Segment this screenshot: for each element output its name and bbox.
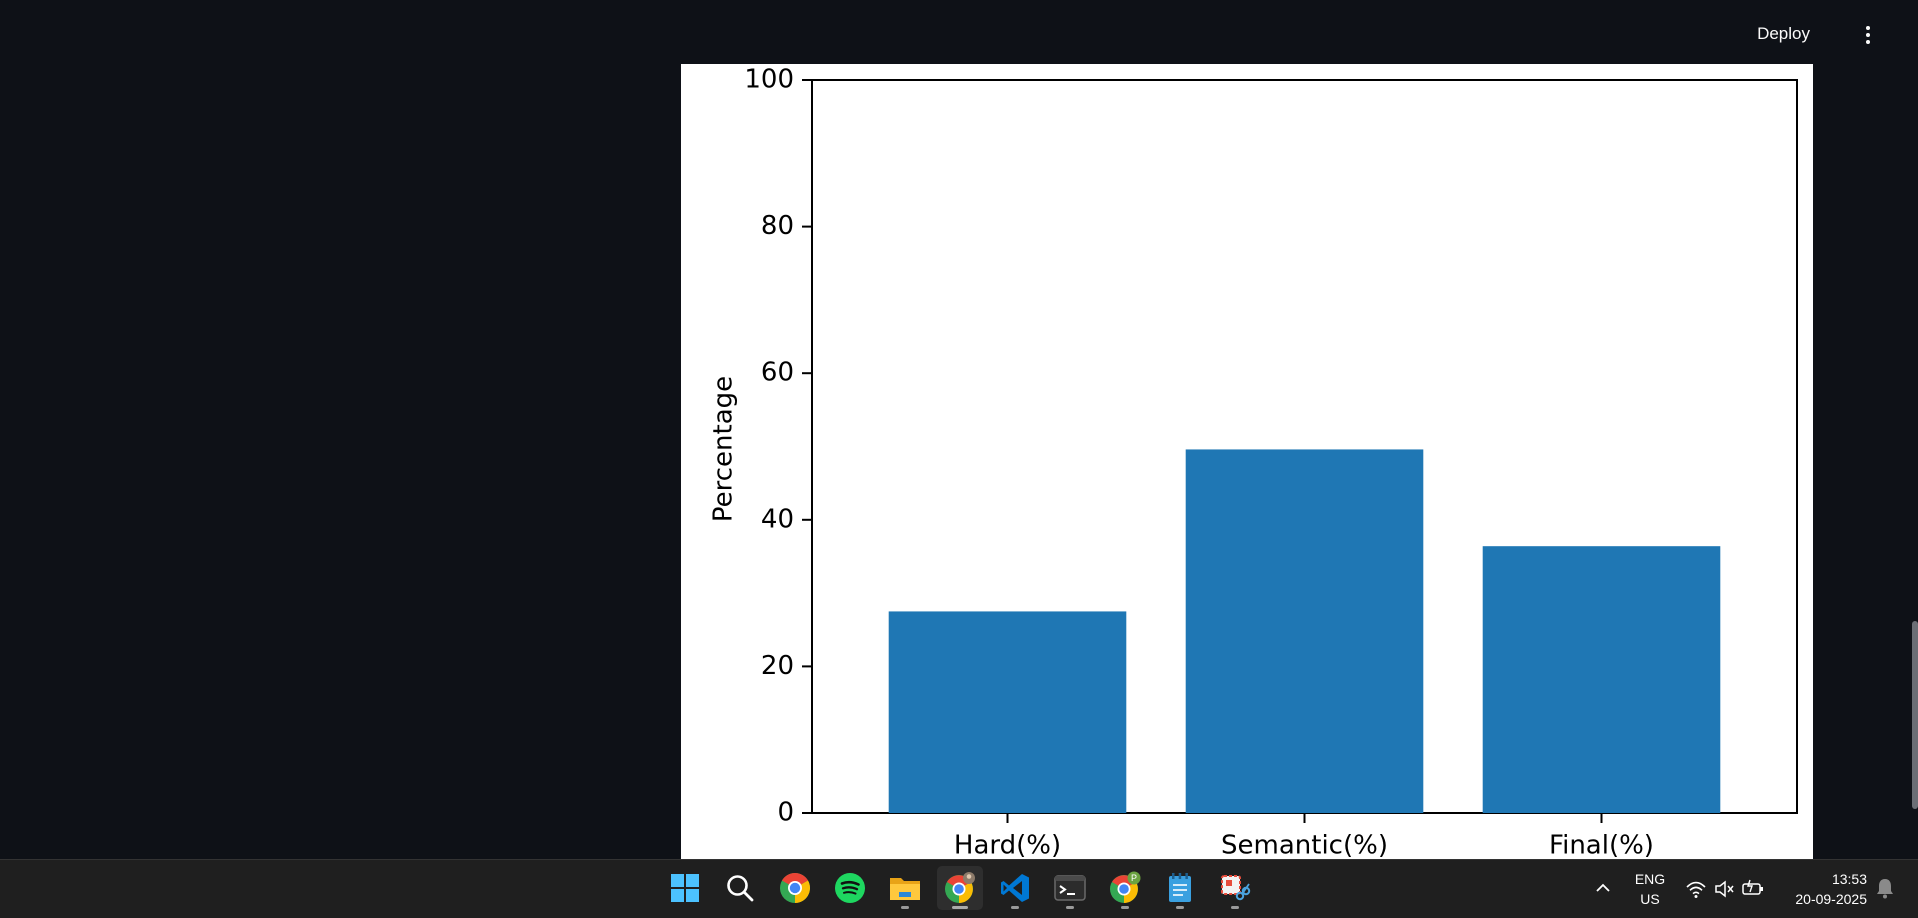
y-tick-label: 60 xyxy=(761,358,794,388)
more-vertical-icon[interactable] xyxy=(1858,22,1878,48)
bars xyxy=(888,449,1721,813)
language-indicator[interactable]: ENG US xyxy=(1626,870,1674,908)
taskbar-app-chrome-profile-p[interactable]: P xyxy=(1102,866,1148,910)
quick-settings-button[interactable] xyxy=(1685,875,1771,903)
clock-time: 13:53 xyxy=(1831,871,1867,887)
show-hidden-icons-button[interactable] xyxy=(1592,876,1614,900)
windows-logo-icon xyxy=(671,874,699,902)
notepad-icon xyxy=(1169,873,1191,902)
taskbar-app-file-explorer[interactable] xyxy=(882,866,928,910)
y-tick-label: 20 xyxy=(761,651,794,681)
notifications-button[interactable] xyxy=(1874,876,1898,902)
wifi-icon xyxy=(1686,881,1706,898)
chevron-up-icon xyxy=(1596,883,1610,892)
battery-charging-icon xyxy=(1742,879,1763,895)
taskbar-app-chrome[interactable] xyxy=(772,866,818,910)
taskbar-app-spotify[interactable] xyxy=(827,866,873,910)
bar xyxy=(1482,546,1721,813)
chart-panel: 0 20 40 60 80 100 Hard(%) Semantic(%) Final(%) … xyxy=(681,64,1813,859)
start-button[interactable] xyxy=(662,866,708,910)
vscode-icon xyxy=(1001,874,1029,902)
running-indicator xyxy=(952,906,968,909)
y-tick-label: 40 xyxy=(761,504,794,534)
x-tick-label: Hard(%) xyxy=(954,831,1061,860)
clock[interactable]: 13:53 20-09-2025 xyxy=(1781,869,1873,909)
chrome-icon xyxy=(945,872,975,903)
taskbar-app-notepad[interactable] xyxy=(1157,866,1203,910)
y-tick-label: 100 xyxy=(744,65,794,95)
y-tick-label: 0 xyxy=(777,798,794,828)
chrome-icon xyxy=(780,872,811,903)
running-indicator xyxy=(1066,906,1074,909)
running-indicator xyxy=(1121,906,1129,909)
terminal-icon xyxy=(1054,875,1086,901)
running-indicator xyxy=(1231,906,1239,909)
menu-dot xyxy=(1866,26,1870,30)
running-indicator xyxy=(1011,906,1019,909)
taskbar-app-terminal[interactable] xyxy=(1047,866,1093,910)
taskbar-app-snipping-tool[interactable] xyxy=(1212,866,1258,910)
x-tick-label: Semantic(%) xyxy=(1221,831,1388,860)
profile-badge-letter: P xyxy=(1131,873,1137,883)
y-axis: 0 20 40 60 80 100 xyxy=(744,65,812,828)
folder-icon xyxy=(890,878,920,900)
taskbar-app-vscode[interactable] xyxy=(992,866,1038,910)
bar xyxy=(1185,449,1424,813)
menu-dot xyxy=(1866,33,1870,37)
search-button[interactable] xyxy=(717,866,763,910)
taskbar: P ENG US xyxy=(0,859,1918,918)
menu-dot xyxy=(1866,40,1870,44)
running-indicator xyxy=(901,906,909,909)
y-tick-label: 80 xyxy=(761,211,794,241)
taskbar-app-chrome-profile[interactable] xyxy=(937,866,983,910)
y-axis-label: Percentage xyxy=(709,376,739,522)
bell-icon xyxy=(1877,879,1893,899)
bar xyxy=(888,611,1127,813)
x-tick-label: Final(%) xyxy=(1549,831,1654,860)
x-axis: Hard(%) Semantic(%) Final(%) xyxy=(954,813,1654,859)
running-indicator xyxy=(1176,906,1184,909)
clock-date: 20-09-2025 xyxy=(1795,891,1867,907)
language-code: ENG xyxy=(1634,871,1666,887)
volume-muted-icon xyxy=(1715,880,1734,898)
scrollbar-thumb[interactable] xyxy=(1912,621,1918,809)
search-icon xyxy=(727,875,754,902)
snipping-tool-icon xyxy=(1221,875,1251,901)
spotify-icon xyxy=(835,873,865,903)
deploy-button[interactable]: Deploy xyxy=(1757,24,1810,43)
chrome-icon: P xyxy=(1110,871,1141,903)
region-code: US xyxy=(1640,891,1660,907)
